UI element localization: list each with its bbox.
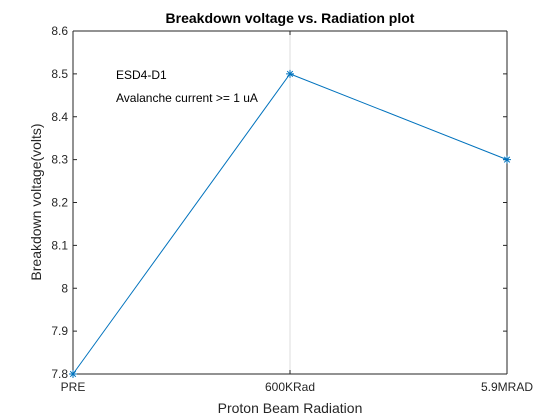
y-tick-label: 8.5 bbox=[51, 67, 68, 81]
y-tick-label: 8.6 bbox=[51, 24, 68, 38]
y-tick-label: 7.9 bbox=[51, 324, 68, 338]
marker-stroke bbox=[69, 370, 77, 378]
annotation-device: ESD4-D1 bbox=[116, 68, 167, 82]
x-tick-label: PRE bbox=[61, 380, 86, 394]
series-layer bbox=[69, 69, 511, 378]
data-point-marker bbox=[503, 155, 511, 164]
tick-marks bbox=[72, 30, 508, 375]
x-axis-label: Proton Beam Radiation bbox=[218, 400, 363, 416]
marker-stroke bbox=[503, 156, 511, 163]
data-point-marker bbox=[69, 370, 77, 378]
y-tick-label: 7.8 bbox=[51, 367, 68, 381]
y-tick-label: 8.2 bbox=[51, 196, 68, 210]
marker-stroke bbox=[286, 70, 294, 78]
chart-title: Breakdown voltage vs. Radiation plot bbox=[166, 10, 415, 26]
y-tick-label: 8.3 bbox=[51, 153, 68, 167]
x-tick-label: 600KRad bbox=[265, 380, 315, 394]
y-axis-label: Breakdown voltage(volts) bbox=[28, 123, 44, 280]
data-point-marker bbox=[286, 69, 294, 78]
x-tick-label: 5.9MRAD bbox=[481, 380, 533, 394]
annotation-condition: Avalanche current >= 1 uA bbox=[116, 91, 258, 105]
y-tick-label: 8.4 bbox=[51, 110, 68, 124]
tick-labels: 7.8 7.9 8 8.1 8.2 8.3 8.4 8.5 8.6 PRE 600KRad 5.9MR… bbox=[51, 24, 533, 394]
y-tick-label: 8 bbox=[61, 281, 68, 295]
y-tick-label: 8.1 bbox=[51, 238, 68, 252]
